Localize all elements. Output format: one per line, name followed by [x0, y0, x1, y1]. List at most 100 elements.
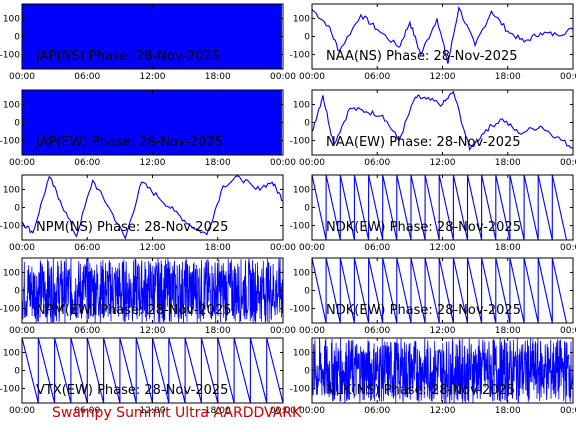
y-tick-label: 0 [14, 204, 20, 214]
x-tick-label: 06:00 [74, 72, 100, 82]
x-tick-label: 06:00 [74, 158, 100, 168]
y-tick-label: -100 [290, 222, 311, 232]
y-tick-label: -100 [0, 222, 20, 232]
x-tick-label: 06:00 [74, 326, 100, 336]
x-tick-label: 00:00 [299, 243, 325, 253]
x-tick-label: 06:00 [364, 72, 390, 82]
footer-caption: Swampy Summit Ultra AARDDVARK [52, 405, 302, 421]
x-tick-label: 06:00 [364, 406, 390, 416]
x-tick-label: 00:00 [9, 72, 35, 82]
plot-area [22, 175, 283, 240]
y-tick-label: -100 [0, 305, 20, 315]
plot-area [312, 175, 568, 240]
x-tick-label: 00:00 [9, 158, 35, 168]
plot-area [22, 338, 283, 403]
panel-label: JAP(NS) Phase: 28-Nov-2025 [35, 49, 220, 64]
chart-panel: 1000-10000:0006:0012:0018:0000:00NAA(EW)… [290, 89, 576, 168]
y-tick-label: 0 [14, 33, 20, 43]
x-tick-label: 00:00 [560, 243, 576, 253]
x-tick-label: 00:00 [560, 326, 576, 336]
plot-area [22, 258, 283, 323]
phase-fill [22, 90, 282, 155]
x-tick-label: 00:00 [9, 326, 35, 336]
panel-label: NDK(EW) Phase: 28-Nov-2025 [326, 220, 521, 235]
x-tick-label: 12:00 [430, 326, 456, 336]
panel-label: VTX(EW) Phase: 28-Nov-2025 [36, 383, 228, 398]
panel-label: NPM(EW) Phase: 28-Nov-2025 [36, 303, 231, 318]
x-tick-label: 00:00 [560, 72, 576, 82]
x-tick-label: 00:00 [560, 158, 576, 168]
y-tick-label: 0 [14, 119, 20, 129]
y-tick-label: 0 [304, 119, 310, 129]
phase-fill [22, 4, 282, 69]
x-tick-label: 18:00 [205, 326, 231, 336]
x-tick-label: 06:00 [364, 243, 390, 253]
x-tick-label: 00:00 [560, 406, 576, 416]
y-tick-label: 0 [14, 367, 20, 377]
chart-panel: 1000-10000:0006:0012:0018:0000:00NDK(EW)… [290, 174, 576, 253]
x-tick-label: 18:00 [205, 406, 231, 416]
y-tick-label: 100 [293, 348, 310, 358]
y-tick-label: 100 [293, 14, 310, 24]
y-tick-label: -100 [0, 51, 20, 61]
x-tick-label: 12:00 [430, 406, 456, 416]
y-tick-label: -100 [290, 385, 311, 395]
panel-label: NAA(NS) Phase: 28-Nov-2025 [326, 49, 517, 64]
panel-label: JAP(EW) Phase: 28-Nov-2025 [35, 135, 223, 150]
x-tick-label: 12:00 [140, 72, 166, 82]
y-tick-label: -100 [290, 305, 311, 315]
y-tick-label: 100 [293, 268, 310, 278]
plot-area [312, 338, 573, 403]
x-tick-label: 06:00 [364, 158, 390, 168]
y-tick-label: 0 [304, 33, 310, 43]
x-tick-label: 18:00 [495, 326, 521, 336]
phase-series [22, 338, 283, 403]
x-tick-label: 18:00 [495, 72, 521, 82]
chart-panel: 1000-10000:0006:0012:0018:0000:00NDK(EW)… [290, 257, 576, 336]
phase-series [22, 175, 283, 240]
plot-area [312, 90, 573, 152]
phase-series [312, 175, 568, 240]
y-tick-label: -100 [290, 137, 311, 147]
phase-series [22, 258, 283, 323]
x-tick-label: 06:00 [74, 243, 100, 253]
panel-label: NLK(NS) Phase: 28-Nov-2025 [326, 383, 515, 398]
phase-series [312, 338, 573, 403]
x-tick-label: 12:00 [140, 406, 166, 416]
y-tick-label: -100 [0, 137, 20, 147]
x-tick-label: 06:00 [74, 406, 100, 416]
y-tick-label: 0 [14, 287, 20, 297]
x-tick-label: 12:00 [140, 243, 166, 253]
y-tick-label: -100 [0, 385, 20, 395]
x-tick-label: 00:00 [270, 158, 296, 168]
x-tick-label: 00:00 [299, 158, 325, 168]
x-tick-label: 00:00 [299, 406, 325, 416]
x-tick-label: 00:00 [299, 72, 325, 82]
x-tick-label: 18:00 [495, 406, 521, 416]
y-tick-label: 100 [293, 185, 310, 195]
panel-label: NAA(EW) Phase: 28-Nov-2025 [326, 135, 521, 150]
plot-area [312, 258, 568, 323]
y-tick-label: 100 [3, 185, 20, 195]
y-tick-label: 0 [304, 204, 310, 214]
y-tick-label: 0 [304, 287, 310, 297]
y-tick-label: 100 [293, 100, 310, 110]
x-tick-label: 00:00 [299, 326, 325, 336]
x-tick-label: 18:00 [205, 243, 231, 253]
phase-series [312, 258, 568, 323]
chart-panel: 1000-10000:0006:0012:0018:0000:00NLK(NS)… [290, 337, 576, 416]
x-tick-label: 00:00 [9, 243, 35, 253]
x-tick-label: 00:00 [270, 243, 296, 253]
plot-area [22, 4, 282, 69]
x-tick-label: 12:00 [430, 158, 456, 168]
x-tick-label: 00:00 [270, 72, 296, 82]
x-tick-label: 06:00 [364, 326, 390, 336]
x-tick-label: 00:00 [270, 326, 296, 336]
x-tick-label: 18:00 [495, 158, 521, 168]
y-tick-label: 100 [3, 268, 20, 278]
phase-series [312, 90, 573, 152]
